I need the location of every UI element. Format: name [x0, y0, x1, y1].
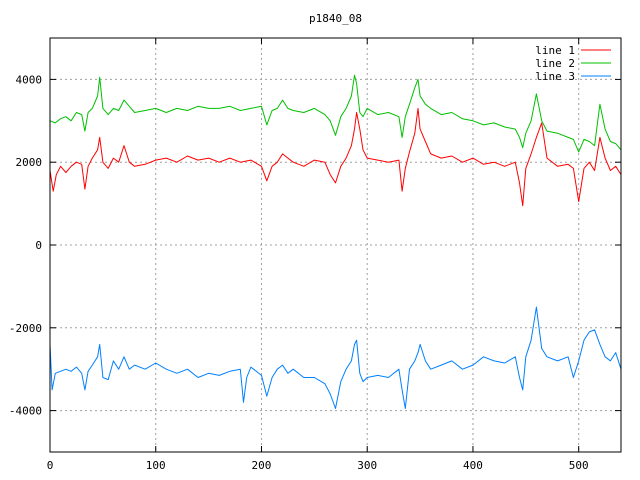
legend-label-1: line 1	[535, 44, 575, 57]
grid	[50, 38, 621, 452]
legend-label-2: line 2	[535, 57, 575, 70]
x-tick-label: 0	[47, 459, 54, 472]
series-lines	[49, 74, 622, 409]
chart-title: p1840_08	[309, 12, 362, 25]
x-tick-label: 500	[569, 459, 589, 472]
series-line-3	[49, 306, 622, 409]
y-tick-label: -4000	[9, 405, 42, 418]
x-tick-label: 400	[463, 459, 483, 472]
y-tick-label: -2000	[9, 322, 42, 335]
x-tick-label: 200	[252, 459, 272, 472]
y-tick-label: 2000	[16, 156, 43, 169]
x-tick-label: 100	[146, 459, 166, 472]
y-tick-label: 0	[35, 239, 42, 252]
y-tick-label: 4000	[16, 73, 43, 86]
series-line-1	[49, 107, 622, 207]
axis-ticks: 0 100 200 300 400 500 -4000 -2000 0 2000 4000	[9, 38, 621, 472]
x-tick-label: 300	[357, 459, 377, 472]
series-line-2	[49, 74, 622, 153]
legend-label-3: line 3	[535, 70, 575, 83]
